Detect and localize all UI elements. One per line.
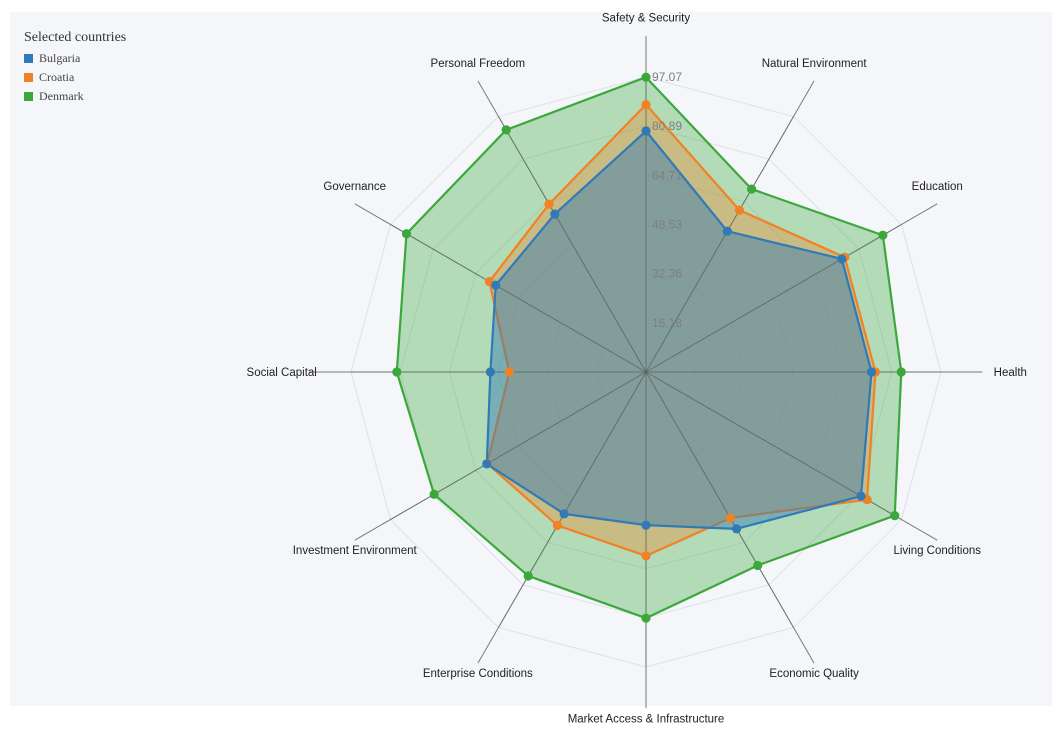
radial-tick-label-6: 97.07 (652, 70, 682, 84)
category-label-safety-and-security: Safety & Security (602, 13, 690, 25)
legend-swatch-croatia (24, 73, 33, 82)
point-croatia-enterprise-conditions (552, 520, 563, 531)
category-label-enterprise-conditions: Enterprise Conditions (423, 668, 533, 680)
legend-label-croatia: Croatia (39, 70, 75, 84)
category-label-personal-freedom: Personal Freedom (431, 58, 526, 70)
spoke-inner-governance (390, 224, 647, 373)
spoke-natural-environment (645, 80, 815, 373)
radial-tick-label-3: 48.53 (652, 218, 682, 232)
legend-item-bulgaria[interactable]: Bulgaria (24, 49, 126, 68)
point-denmark-education (878, 230, 888, 240)
radial-tick-label-2: 32.36 (652, 267, 682, 281)
point-bulgaria-social-capital (485, 367, 496, 377)
spoke-inner-natural-environment (645, 116, 794, 373)
legend-swatch-denmark (24, 92, 33, 101)
legend-label-bulgaria: Bulgaria (39, 51, 81, 65)
radial-tick-label-4: 64.71 (652, 168, 682, 182)
legend-label-denmark: Denmark (39, 89, 84, 103)
legend-title: Selected countries (24, 30, 127, 45)
category-label-health: Health (994, 367, 1027, 379)
category-label-living-conditions: Living Conditions (893, 545, 981, 557)
spoke-inner-enterprise-conditions (498, 371, 647, 628)
point-bulgaria-safety-and-security (641, 126, 651, 136)
point-croatia-natural-environment (734, 205, 745, 215)
point-denmark-investment-environment (429, 489, 439, 499)
spoke-living-conditions (645, 371, 938, 541)
point-bulgaria-investment-environment (482, 459, 492, 469)
point-denmark-living-conditions (890, 510, 900, 521)
point-denmark-health (896, 367, 906, 377)
point-croatia-social-capital (504, 367, 514, 377)
point-denmark-enterprise-conditions (523, 571, 533, 581)
point-denmark-safety-and-security (641, 72, 651, 82)
category-label-investment-environment: Investment Environment (293, 545, 418, 557)
category-label-market-access-and-infrastructure: Market Access & Infrastructure (568, 713, 725, 725)
point-denmark-personal-freedom (501, 125, 511, 135)
point-bulgaria-governance (491, 280, 501, 290)
point-bulgaria-enterprise-conditions (559, 509, 569, 519)
spoke-education (645, 203, 938, 373)
point-croatia-economic-quality (725, 513, 735, 523)
point-denmark-governance (401, 229, 412, 239)
category-label-natural-environment: Natural Environment (762, 58, 868, 70)
category-label-social-capital: Social Capital (247, 367, 317, 379)
point-bulgaria-economic-quality (731, 524, 742, 534)
legend-item-croatia[interactable]: Croatia (24, 68, 126, 87)
spoke-inner-economic-quality (645, 371, 794, 628)
point-bulgaria-personal-freedom (550, 209, 560, 219)
radial-tick-label-5: 80.89 (652, 119, 682, 133)
radial-tick-label-1: 16.18 (652, 316, 682, 330)
point-bulgaria-education (837, 254, 847, 264)
point-denmark-natural-environment (747, 184, 757, 194)
spoke-inner-education (645, 224, 902, 373)
category-label-economic-quality: Economic Quality (769, 668, 859, 680)
legend-item-denmark[interactable]: Denmark (24, 87, 126, 106)
point-denmark-market-access-and-infrastructure (641, 613, 651, 623)
point-denmark-economic-quality (753, 560, 763, 571)
point-croatia-safety-and-security (641, 99, 651, 110)
point-bulgaria-market-access-and-infrastructure (641, 520, 651, 530)
point-croatia-market-access-and-infrastructure (641, 551, 651, 561)
point-denmark-social-capital (392, 367, 402, 377)
point-croatia-personal-freedom (544, 199, 554, 209)
legend: Selected countries Bulgaria Croatia Denm… (24, 30, 126, 106)
category-label-education: Education (912, 181, 963, 193)
chart-panel (10, 12, 1052, 706)
spoke-investment-environment (354, 371, 647, 541)
spoke-inner-personal-freedom (498, 116, 647, 373)
point-bulgaria-natural-environment (722, 226, 732, 236)
point-bulgaria-living-conditions (856, 491, 866, 501)
point-bulgaria-health (866, 367, 877, 377)
category-label-governance: Governance (323, 181, 386, 193)
legend-swatch-bulgaria (24, 54, 33, 63)
